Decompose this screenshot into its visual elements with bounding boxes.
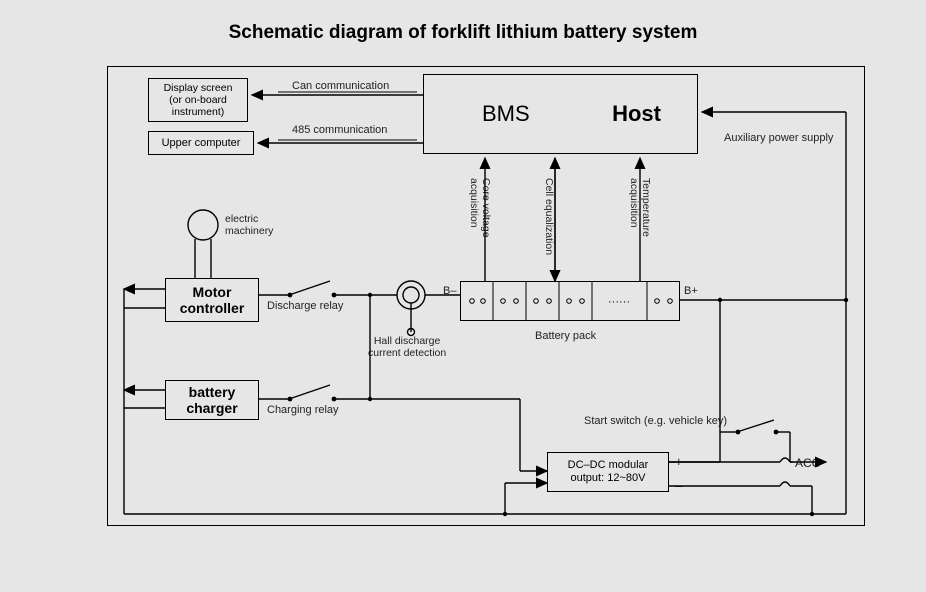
discharge-relay-icon	[288, 281, 337, 297]
battery-cells-icon: ······	[470, 281, 673, 321]
motor-icon	[188, 210, 218, 278]
svg-text:······: ······	[608, 296, 630, 308]
wiring-svg: ······	[0, 0, 926, 592]
hall-sensor-icon	[397, 281, 425, 336]
charging-relay-icon	[288, 385, 337, 401]
start-switch-icon	[736, 420, 779, 434]
